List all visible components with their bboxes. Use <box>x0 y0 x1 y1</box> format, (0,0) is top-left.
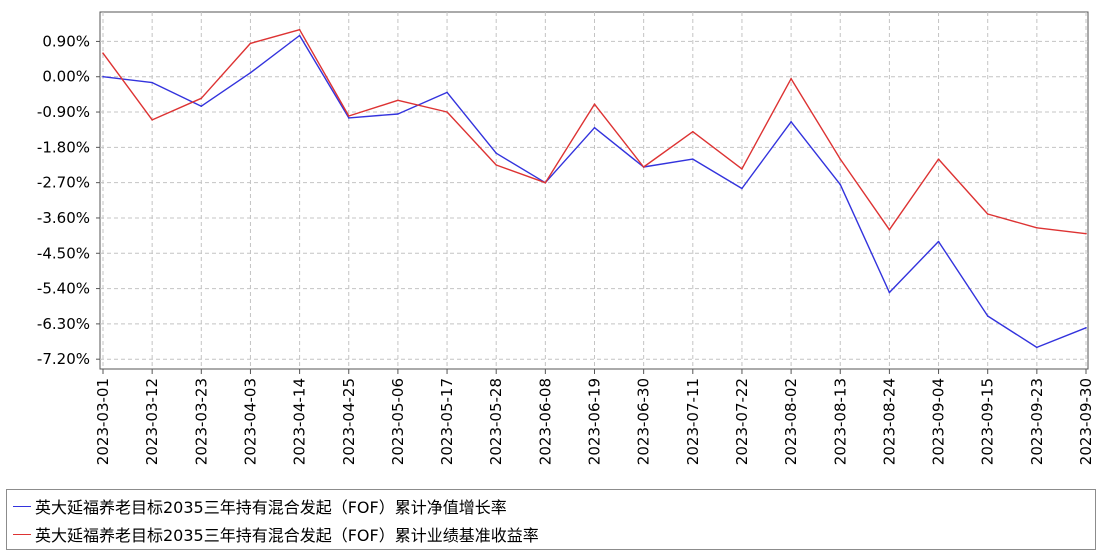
y-tick-label: -6.30% <box>37 315 90 333</box>
y-tick-label: -1.80% <box>37 138 90 156</box>
series-1-point <box>151 119 153 121</box>
series-0-point <box>986 315 989 317</box>
x-tick-label: 2023-07-22 <box>733 378 751 465</box>
series-1-point <box>495 164 498 166</box>
legend: 英大延福养老目标2035三年持有混合发起（FOF）累计净值增长率 英大延福养老目… <box>6 489 1096 550</box>
x-tick-label: 2023-08-02 <box>782 378 800 465</box>
x-tick-label: 2023-09-04 <box>930 378 948 465</box>
series-1-point <box>298 28 301 31</box>
legend-item-benchmark: 英大延福养老目标2035三年持有混合发起（FOF）累计业绩基准收益率 <box>13 520 539 548</box>
series-1-point <box>692 130 694 133</box>
series-0-point <box>347 117 350 119</box>
x-tick-label: 2023-03-12 <box>143 378 161 465</box>
x-tick-label: 2023-06-08 <box>536 378 554 465</box>
x-tick-label: 2023-09-15 <box>979 378 997 465</box>
series-0-point <box>446 91 448 94</box>
series-0-point <box>102 75 104 78</box>
chart: 0.90% 0.00% -0.90% -1.80% -2.70% -3.60% -4.50%… <box>37 11 1095 465</box>
series-lines <box>102 28 1087 349</box>
x-tick-label: 2023-03-01 <box>94 378 112 465</box>
series-1-point <box>986 213 989 215</box>
y-tick-label: -7.20% <box>37 350 90 368</box>
y-tick-label: 0.90% <box>42 32 90 50</box>
y-tick-label: 0.00% <box>42 68 90 86</box>
series-1-point <box>642 166 645 168</box>
x-tick-label: 2023-07-11 <box>684 378 702 465</box>
series-0-point <box>790 121 792 123</box>
series-1-point <box>544 181 547 184</box>
series-1-point <box>347 115 350 117</box>
x-tick-label: 2023-03-23 <box>192 378 210 465</box>
x-tick-label: 2023-05-28 <box>487 378 505 465</box>
series-0-point <box>692 158 694 160</box>
x-tick-label: 2023-04-03 <box>241 378 259 465</box>
series-0-point <box>495 152 498 155</box>
x-tick-label: 2023-08-13 <box>831 378 849 465</box>
series-1-point <box>839 158 842 160</box>
legend-item-nav-growth: 英大延福养老目标2035三年持有混合发起（FOF）累计净值增长率 <box>13 492 507 520</box>
series-0-point <box>741 187 743 190</box>
y-axis-ticks: 0.90% 0.00% -0.90% -1.80% -2.70% -3.60% -4.50%… <box>37 32 100 368</box>
series-1-point <box>1085 232 1087 235</box>
y-tick-label: -3.60% <box>37 209 90 227</box>
series-0-point <box>1085 327 1087 329</box>
series-1-point <box>790 77 792 80</box>
x-tick-label: 2023-04-25 <box>340 378 358 465</box>
series-1-point <box>397 99 399 102</box>
x-tick-label: 2023-05-06 <box>389 378 407 465</box>
series-0-point <box>937 240 940 243</box>
series-0-point <box>1036 346 1038 349</box>
series-1-point <box>200 97 203 100</box>
series-0-point <box>200 105 203 107</box>
series-0-point <box>888 291 891 294</box>
series-0-point <box>397 113 399 115</box>
series-1-point <box>741 168 743 170</box>
series-0-point <box>593 126 596 129</box>
legend-swatch-nav-growth <box>13 505 31 507</box>
series-1-point <box>593 103 596 105</box>
legend-label-nav-growth: 英大延福养老目标2035三年持有混合发起（FOF）累计净值增长率 <box>35 498 507 517</box>
series-0-point <box>298 34 301 37</box>
series-0-point <box>151 81 153 84</box>
x-tick-label: 2023-08-24 <box>880 378 898 465</box>
series-0-point <box>839 183 842 186</box>
series-1-point <box>446 111 448 113</box>
x-tick-label: 2023-06-30 <box>635 378 653 465</box>
x-tick-label: 2023-05-17 <box>438 378 456 465</box>
series-1-point <box>249 42 252 45</box>
legend-label-benchmark: 英大延福养老目标2035三年持有混合发起（FOF）累计业绩基准收益率 <box>35 526 539 545</box>
y-tick-label: -4.50% <box>37 244 90 262</box>
series-0-point <box>249 72 252 74</box>
grid-lines <box>100 12 1088 369</box>
series-1-point <box>937 158 940 160</box>
series-1-point <box>888 228 891 231</box>
series-1-point <box>102 52 104 54</box>
y-tick-label: -5.40% <box>37 280 90 298</box>
y-tick-label: -2.70% <box>37 174 90 192</box>
x-tick-label: 2023-04-14 <box>291 378 309 465</box>
y-tick-label: -0.90% <box>37 103 90 121</box>
x-axis-ticks: 2023-03-01 2023-03-12 2023-03-23 2023-04-03… <box>94 369 1095 465</box>
series-1-point <box>1036 226 1038 229</box>
x-tick-label: 2023-09-30 <box>1077 378 1095 465</box>
legend-swatch-benchmark <box>13 533 31 535</box>
x-tick-label: 2023-09-23 <box>1028 378 1046 465</box>
x-tick-label: 2023-06-19 <box>586 378 604 465</box>
